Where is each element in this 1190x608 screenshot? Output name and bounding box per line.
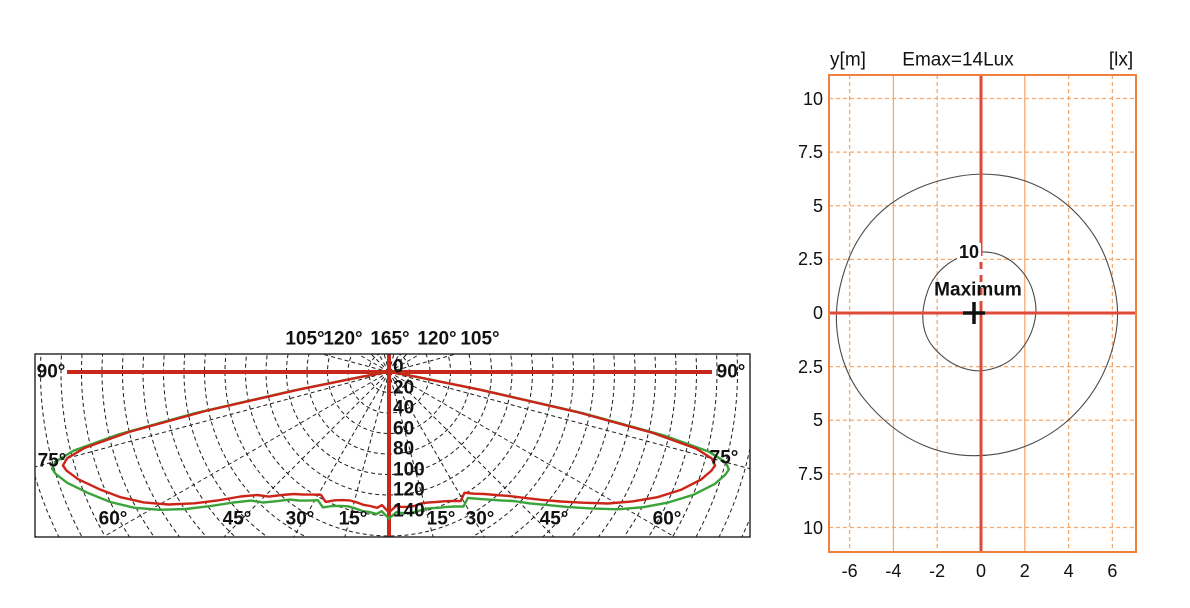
polar-chart-area (35, 354, 750, 537)
polar-top-angle-label: 120° (323, 328, 363, 350)
isolux-y-axis-title: y[m] (830, 49, 866, 71)
polar-side-angle-label: 90° (36, 361, 66, 383)
isolux-x-tick-label: 6 (1107, 561, 1118, 581)
polar-bottom-angle-label: 15° (338, 508, 368, 530)
polar-radial-value-label: 20 (393, 377, 415, 398)
polar-top-angle-label: 120° (417, 328, 457, 350)
polar-side-angle-label: 75° (37, 450, 67, 472)
isolux-contour-10-label: 10 (956, 242, 982, 262)
isolux-x-tick-label: -4 (885, 561, 902, 581)
polar-grid-radials (35, 354, 750, 537)
polar-radial-value-label: 40 (393, 397, 415, 419)
isolux-y-tick-label: 7.5 (797, 142, 823, 163)
polar-radial-value-label: 100 (393, 459, 425, 480)
polar-bottom-angle-label: 60° (98, 508, 128, 530)
isolux-y-tick-label: 2.5 (797, 356, 823, 377)
isolux-contour-inner (922, 251, 1037, 372)
polar-bottom-angle-label: 45° (539, 508, 569, 530)
isolux-y-tick-label: 5 (812, 195, 823, 216)
polar-side-angle-label: 90° (716, 361, 746, 383)
polar-radial-value-label: 60 (393, 418, 415, 439)
polar-radial-value-label: 120 (393, 479, 425, 501)
polar-curve-red (61, 370, 717, 514)
isolux-emax-title: Emax=14Lux (902, 49, 1014, 71)
polar-top-angle-label: 105° (285, 328, 325, 350)
isolux-y-tick-label: 7.5 (797, 463, 823, 484)
isolux-maximum-label: Maximum (934, 279, 1022, 301)
polar-side-angle-label: 75° (709, 447, 739, 469)
isolux-x-tick-label: -6 (841, 561, 858, 581)
polar-bottom-angle-label: 30° (465, 508, 495, 530)
isolux-y-tick-label: 2.5 (797, 249, 823, 270)
polar-radial-value-label: 0 (393, 356, 404, 378)
isolux-unit-label: [lx] (1108, 49, 1134, 71)
polar-bottom-angle-label: 45° (222, 508, 252, 530)
isolux-x-tick-label: 4 (1063, 561, 1074, 581)
isolux-chart-area (829, 75, 1136, 552)
isolux-y-tick-label: 5 (812, 410, 823, 431)
isolux-y-tick-label: 10 (802, 88, 823, 109)
polar-top-angle-label: 165° (370, 328, 410, 350)
polar-top-angle-label: 105° (460, 328, 500, 350)
isolux-border (828, 74, 1137, 553)
isolux-x-tick-label: 2 (1019, 561, 1030, 581)
polar-bottom-angle-label: 60° (652, 508, 682, 530)
polar-radial-value-label: 140 (393, 500, 425, 521)
isolux-contour-outer (835, 173, 1119, 457)
isolux-y-tick-label: 10 (802, 517, 823, 538)
isolux-x-tick-label: -2 (929, 561, 946, 581)
isolux-y-tick-label: 0 (812, 303, 823, 323)
polar-frame (34, 353, 751, 538)
polar-bottom-angle-label: 15° (426, 508, 456, 530)
polar-radial-value-label: 80 (393, 438, 415, 460)
polar-bottom-angle-label: 30° (285, 508, 315, 530)
isolux-x-tick-label: 0 (975, 561, 987, 581)
polar-curve-green (50, 370, 731, 520)
